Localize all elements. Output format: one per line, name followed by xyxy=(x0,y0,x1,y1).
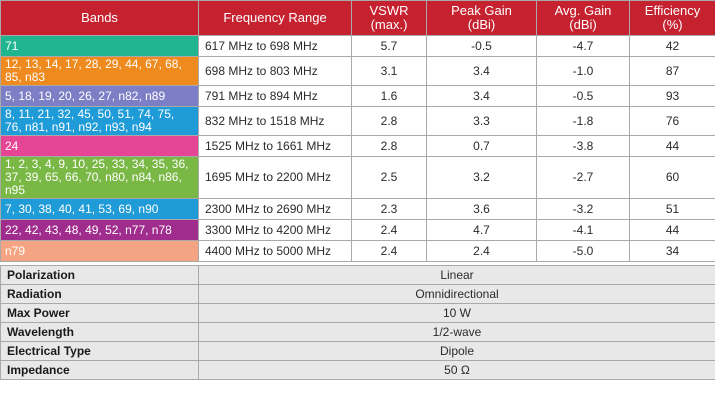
vswr-cell: 3.1 xyxy=(351,56,427,86)
band-list-cell: 71 xyxy=(0,35,199,57)
peak-gain-cell: 3.4 xyxy=(426,85,537,107)
property-row: Impedance 50 Ω xyxy=(0,360,715,380)
frequency-range-cell: 2300 MHz to 2690 MHz xyxy=(198,198,352,220)
property-label: Impedance xyxy=(0,360,199,380)
vswr-cell: 2.5 xyxy=(351,156,427,199)
frequency-range-cell: 1525 MHz to 1661 MHz xyxy=(198,135,352,157)
efficiency-cell: 60 xyxy=(629,156,715,199)
property-label: Radiation xyxy=(0,284,199,304)
vswr-cell: 5.7 xyxy=(351,35,427,57)
vswr-cell: 2.4 xyxy=(351,219,427,241)
frequency-range-cell: 791 MHz to 894 MHz xyxy=(198,85,352,107)
band-list-cell: 22, 42, 43, 48, 49, 52, n77, n78 xyxy=(0,219,199,241)
efficiency-cell: 93 xyxy=(629,85,715,107)
avg-gain-cell: -1.0 xyxy=(536,56,630,86)
vswr-cell: 2.8 xyxy=(351,135,427,157)
band-list-cell: 12, 13, 14, 17, 28, 29, 44, 67, 68, 85, … xyxy=(0,56,199,86)
band-list-cell: 8, 11, 21, 32, 45, 50, 51, 74, 75, 76, n… xyxy=(0,106,199,136)
efficiency-cell: 87 xyxy=(629,56,715,86)
property-value: Dipole xyxy=(198,341,715,361)
table-header: Bands Frequency Range VSWR (max.) Peak Ga… xyxy=(0,0,715,36)
property-label: Max Power xyxy=(0,303,199,323)
property-value: 1/2-wave xyxy=(198,322,715,342)
vswr-cell: 2.4 xyxy=(351,240,427,262)
table-row: 7, 30, 38, 40, 41, 53, 69, n90 2300 MHz … xyxy=(0,198,715,220)
vswr-cell: 1.6 xyxy=(351,85,427,107)
peak-gain-cell: 2.4 xyxy=(426,240,537,262)
vswr-cell: 2.8 xyxy=(351,106,427,136)
band-list-cell: 7, 30, 38, 40, 41, 53, 69, n90 xyxy=(0,198,199,220)
table-row: 5, 18, 19, 20, 26, 27, n82, n89 791 MHz … xyxy=(0,85,715,107)
header-vswr: VSWR (max.) xyxy=(351,0,427,36)
peak-gain-cell: 3.2 xyxy=(426,156,537,199)
avg-gain-cell: -4.1 xyxy=(536,219,630,241)
property-value: Omnidirectional xyxy=(198,284,715,304)
avg-gain-cell: -4.7 xyxy=(536,35,630,57)
avg-gain-cell: -3.8 xyxy=(536,135,630,157)
property-row: Polarization Linear xyxy=(0,265,715,285)
peak-gain-cell: 4.7 xyxy=(426,219,537,241)
table-row: 8, 11, 21, 32, 45, 50, 51, 74, 75, 76, n… xyxy=(0,106,715,136)
header-avg-gain: Avg. Gain (dBi) xyxy=(536,0,630,36)
avg-gain-cell: -0.5 xyxy=(536,85,630,107)
efficiency-cell: 34 xyxy=(629,240,715,262)
peak-gain-cell: 3.4 xyxy=(426,56,537,86)
header-peak-gain: Peak Gain (dBi) xyxy=(426,0,537,36)
efficiency-cell: 44 xyxy=(629,219,715,241)
band-list-cell: 24 xyxy=(0,135,199,157)
property-row: Wavelength 1/2-wave xyxy=(0,322,715,342)
table-row: n79 4400 MHz to 5000 MHz 2.4 2.4 -5.0 34 xyxy=(0,240,715,262)
table-row: 22, 42, 43, 48, 49, 52, n77, n78 3300 MH… xyxy=(0,219,715,241)
header-efficiency: Efficiency (%) xyxy=(629,0,715,36)
band-list-cell: 1, 2, 3, 4, 9, 10, 25, 33, 34, 35, 36, 3… xyxy=(0,156,199,199)
efficiency-cell: 42 xyxy=(629,35,715,57)
table-row: 12, 13, 14, 17, 28, 29, 44, 67, 68, 85, … xyxy=(0,56,715,86)
property-label: Electrical Type xyxy=(0,341,199,361)
band-list-cell: 5, 18, 19, 20, 26, 27, n82, n89 xyxy=(0,85,199,107)
property-label: Wavelength xyxy=(0,322,199,342)
peak-gain-cell: -0.5 xyxy=(426,35,537,57)
property-row: Max Power 10 W xyxy=(0,303,715,323)
avg-gain-cell: -5.0 xyxy=(536,240,630,262)
property-row: Radiation Omnidirectional xyxy=(0,284,715,304)
property-row: Electrical Type Dipole xyxy=(0,341,715,361)
band-list-cell: n79 xyxy=(0,240,199,262)
property-value: Linear xyxy=(198,265,715,285)
table-row: 24 1525 MHz to 1661 MHz 2.8 0.7 -3.8 44 xyxy=(0,135,715,157)
avg-gain-cell: -3.2 xyxy=(536,198,630,220)
peak-gain-cell: 3.3 xyxy=(426,106,537,136)
property-value: 50 Ω xyxy=(198,360,715,380)
property-value: 10 W xyxy=(198,303,715,323)
header-frequency-range: Frequency Range xyxy=(198,0,352,36)
avg-gain-cell: -2.7 xyxy=(536,156,630,199)
efficiency-cell: 76 xyxy=(629,106,715,136)
efficiency-cell: 44 xyxy=(629,135,715,157)
header-bands: Bands xyxy=(0,0,199,36)
frequency-range-cell: 617 MHz to 698 MHz xyxy=(198,35,352,57)
avg-gain-cell: -1.8 xyxy=(536,106,630,136)
peak-gain-cell: 3.6 xyxy=(426,198,537,220)
antenna-spec-table: Bands Frequency Range VSWR (max.) Peak Ga… xyxy=(0,0,715,380)
frequency-range-cell: 3300 MHz to 4200 MHz xyxy=(198,219,352,241)
property-rows: Polarization Linear Radiation Omnidirect… xyxy=(0,265,715,380)
table-row: 1, 2, 3, 4, 9, 10, 25, 33, 34, 35, 36, 3… xyxy=(0,156,715,199)
frequency-range-cell: 832 MHz to 1518 MHz xyxy=(198,106,352,136)
vswr-cell: 2.3 xyxy=(351,198,427,220)
frequency-range-cell: 1695 MHz to 2200 MHz xyxy=(198,156,352,199)
peak-gain-cell: 0.7 xyxy=(426,135,537,157)
band-rows: 71 617 MHz to 698 MHz 5.7 -0.5 -4.7 42 1… xyxy=(0,35,715,262)
frequency-range-cell: 4400 MHz to 5000 MHz xyxy=(198,240,352,262)
frequency-range-cell: 698 MHz to 803 MHz xyxy=(198,56,352,86)
table-row: 71 617 MHz to 698 MHz 5.7 -0.5 -4.7 42 xyxy=(0,35,715,57)
property-label: Polarization xyxy=(0,265,199,285)
efficiency-cell: 51 xyxy=(629,198,715,220)
